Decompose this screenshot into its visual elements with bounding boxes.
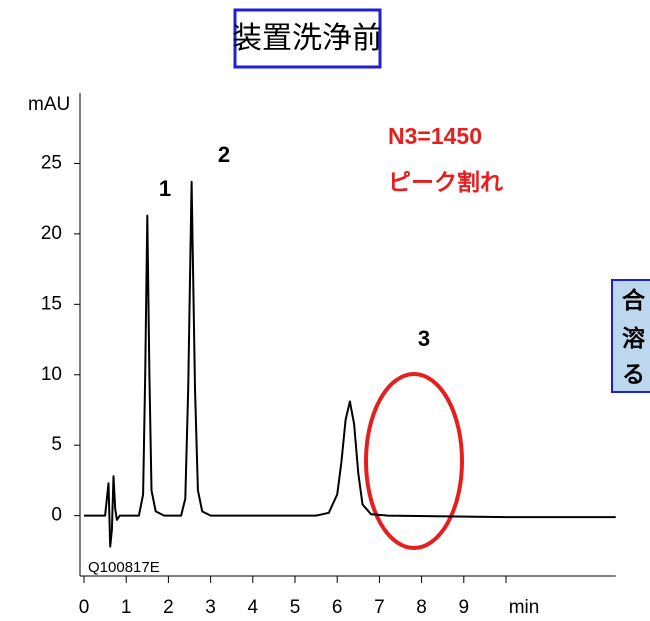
- peak-label: 1: [159, 176, 171, 201]
- x-tick-label: min: [509, 597, 540, 618]
- y-tick-label: 5: [51, 434, 62, 455]
- side-box: [611, 279, 650, 393]
- x-tick-label: 9: [459, 597, 470, 618]
- title-box: [233, 8, 382, 69]
- x-tick-label: 2: [163, 597, 174, 618]
- highlight-ellipse: [364, 372, 464, 550]
- x-tick-label: 5: [290, 597, 301, 618]
- y-tick-label: 15: [41, 293, 62, 314]
- x-tick-label: 4: [248, 597, 259, 618]
- x-tick-label: 7: [374, 597, 385, 618]
- peak-label: 3: [418, 326, 430, 351]
- y-tick-label: 20: [41, 223, 62, 244]
- y-tick-label: 10: [41, 364, 62, 385]
- annotation: N3=1450: [388, 123, 482, 149]
- x-tick-label: 3: [205, 597, 216, 618]
- side-note: 溶: [622, 325, 645, 351]
- y-axis-label: mAU: [28, 94, 70, 115]
- chart-title: 装置洗浄前: [232, 22, 382, 55]
- chromatogram-line: [84, 180, 616, 548]
- x-tick-label: 6: [332, 597, 343, 618]
- x-tick-label: 1: [121, 597, 132, 618]
- x-tick-label: 8: [416, 597, 427, 618]
- annotation: ピーク割れ: [388, 169, 503, 195]
- side-note: 合: [622, 287, 646, 313]
- sample-id: Q100817E: [88, 559, 160, 576]
- peak-label: 2: [218, 142, 230, 167]
- y-tick-label: 0: [51, 505, 62, 526]
- y-tick-label: 25: [41, 152, 62, 173]
- x-tick-label: 0: [79, 597, 90, 618]
- side-note: る: [622, 361, 645, 387]
